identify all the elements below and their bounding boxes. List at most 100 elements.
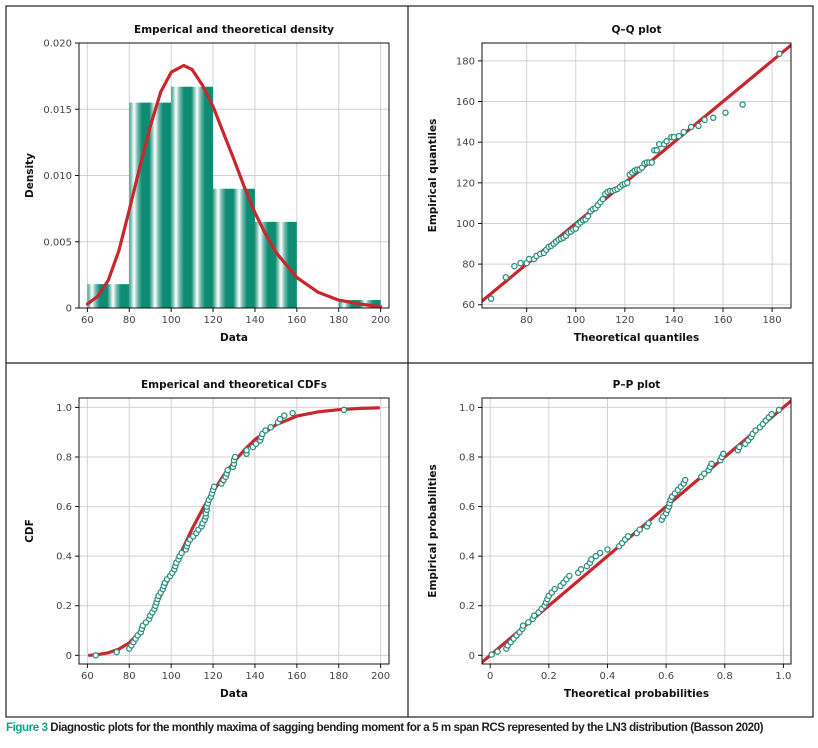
- data-point: [178, 549, 185, 557]
- chart-title: Emperical and theoretical density: [134, 24, 334, 36]
- x-tick-label: 160: [287, 315, 306, 326]
- data-point: [701, 116, 708, 124]
- data-point: [624, 533, 632, 540]
- data-point: [267, 424, 274, 431]
- data-point: [768, 410, 775, 418]
- data-point: [588, 556, 595, 563]
- chart-qq: 80 100 120 140 160 180 60 80 100 120 140 160 180 Q–Q …: [427, 24, 792, 344]
- y-tick-label: 140: [456, 138, 475, 149]
- chart-cdf: 60 80 100 120 140 160 180 200 0 0.2 0.4 0.6 0.8 1.0 Em…: [24, 379, 390, 700]
- data-point: [752, 427, 759, 434]
- data-point: [517, 259, 524, 267]
- x-tick-label: 160: [713, 315, 732, 326]
- x-tick-label: 120: [204, 671, 223, 682]
- data-point: [775, 406, 783, 414]
- theoretical-curve: [87, 406, 381, 657]
- data-point: [708, 460, 715, 467]
- x-axis-label: Theoretical quantiles: [574, 332, 700, 344]
- x-tick-label: 180: [763, 315, 782, 326]
- data-point: [604, 546, 611, 553]
- theoretical-curve: [85, 63, 383, 308]
- data-point: [599, 195, 607, 203]
- y-axis-label: Empirical probabilities: [427, 464, 439, 597]
- data-point: [92, 652, 100, 659]
- data-point: [231, 453, 239, 461]
- data-point: [675, 132, 683, 140]
- x-tick-label: 120: [204, 315, 223, 326]
- y-tick-label: 160: [456, 97, 475, 108]
- y-tick-label: 0.4: [56, 552, 72, 563]
- histogram-bar: [254, 221, 297, 308]
- data-point: [645, 519, 652, 527]
- data-point: [494, 648, 501, 655]
- data-point: [502, 274, 510, 281]
- data-point: [776, 50, 783, 58]
- axes-frame: [78, 397, 390, 665]
- y-tick-label: 0: [469, 651, 475, 662]
- figure-frame: [5, 5, 814, 718]
- data-point: [736, 443, 743, 451]
- data-point: [276, 415, 284, 423]
- caption-label: Figure 3: [6, 721, 48, 734]
- axes-frame: [481, 397, 792, 665]
- x-tick-label: 180: [329, 671, 348, 682]
- y-tick-label: 0.020: [43, 39, 72, 50]
- y-tick-label: 60: [462, 300, 475, 311]
- data-point: [224, 466, 231, 474]
- histogram-bar: [129, 102, 172, 308]
- x-tick-label: 200: [371, 671, 390, 682]
- x-tick-label: 160: [287, 671, 306, 682]
- data-point: [596, 549, 604, 557]
- x-tick-label: 140: [245, 671, 264, 682]
- data-point: [210, 483, 218, 490]
- data-point: [636, 526, 643, 533]
- data-point: [681, 476, 689, 484]
- y-tick-label: 1.0: [56, 403, 72, 414]
- y-tick-label: 1.0: [459, 403, 475, 414]
- data-point: [551, 585, 558, 593]
- y-tick-label: 80: [462, 260, 475, 271]
- x-axis-label: Data: [220, 332, 248, 344]
- data-point: [700, 470, 708, 477]
- y-tick-label: 100: [456, 219, 475, 230]
- histogram-bar: [213, 188, 255, 308]
- y-tick-label: 0.6: [56, 502, 72, 513]
- y-tick-label: 0.005: [43, 237, 72, 248]
- y-axis-label: CDF: [24, 519, 36, 543]
- y-tick-label: 180: [456, 56, 475, 67]
- data-point: [252, 440, 260, 448]
- data-point: [262, 427, 269, 434]
- data-point: [281, 412, 288, 419]
- data-point: [648, 159, 656, 166]
- data-point: [680, 128, 687, 136]
- x-tick-label: 0.2: [541, 671, 557, 682]
- axes-frame: [481, 42, 792, 309]
- data-point: [525, 619, 532, 626]
- x-tick-label: 80: [123, 315, 136, 326]
- data-point: [739, 101, 746, 108]
- y-tick-label: 0: [66, 651, 72, 662]
- y-axis-label: Empirical quantiles: [427, 119, 439, 233]
- data-point: [663, 137, 670, 145]
- x-tick-label: 0.6: [658, 671, 674, 682]
- data-point: [592, 552, 599, 560]
- x-tick-label: 0: [487, 671, 493, 682]
- data-point: [289, 409, 296, 417]
- x-tick-label: 120: [615, 315, 634, 326]
- data-point: [487, 295, 495, 302]
- figure-caption: Figure 3 Diagnostic plots for the monthl…: [6, 721, 818, 734]
- y-tick-label: 0.8: [459, 453, 475, 464]
- data-point: [695, 122, 702, 130]
- y-tick-label: 0.010: [43, 171, 72, 182]
- x-tick-label: 140: [664, 315, 683, 326]
- x-tick-label: 0.4: [600, 671, 616, 682]
- x-tick-label: 1.0: [775, 671, 791, 682]
- x-axis-label: Data: [220, 688, 248, 700]
- x-tick-label: 60: [81, 671, 94, 682]
- chart-density: 60 80 100 120 140 160 180 200 0 0.005 0.010 0.015 0.…: [24, 24, 390, 344]
- chart-title: Emperical and theoretical CDFs: [141, 379, 327, 391]
- y-tick-label: 120: [456, 178, 475, 189]
- data-point: [722, 109, 729, 116]
- data-point: [530, 612, 538, 619]
